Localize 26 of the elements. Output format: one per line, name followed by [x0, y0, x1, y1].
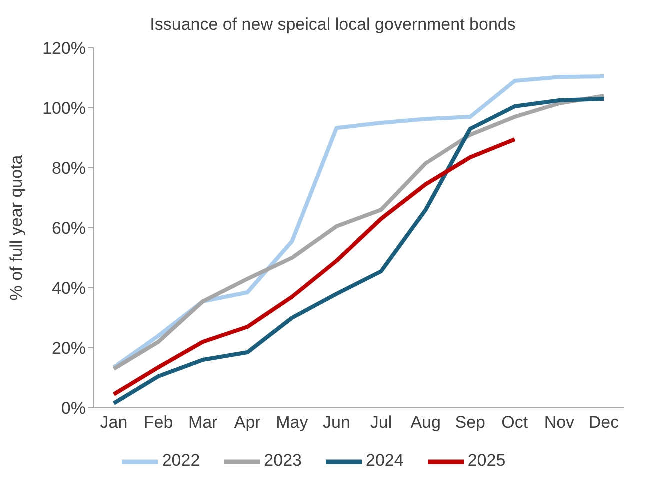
x-tick-label: Jan — [100, 413, 128, 432]
y-tick-label: 100% — [42, 99, 86, 118]
y-tick-label: 0% — [61, 399, 86, 418]
x-tick-label: May — [276, 413, 309, 432]
legend-label: 2024 — [366, 451, 404, 470]
x-tick-label: Dec — [588, 413, 620, 432]
y-tick-label: 120% — [42, 39, 86, 58]
legend-label: 2025 — [468, 451, 506, 470]
legend-label: 2022 — [162, 451, 200, 470]
x-tick-label: Feb — [144, 413, 174, 432]
y-tick-label: 40% — [52, 279, 86, 298]
y-axis-title: % of full year quota — [7, 154, 26, 301]
legend-label: 2023 — [264, 451, 302, 470]
x-tick-label: Jul — [370, 413, 392, 432]
y-tick-label: 20% — [52, 339, 86, 358]
x-tick-label: Mar — [188, 413, 218, 432]
x-tick-label: Oct — [502, 413, 528, 432]
y-tick-label: 60% — [52, 219, 86, 238]
x-tick-label: Nov — [544, 413, 576, 432]
x-tick-label: Sep — [455, 413, 486, 432]
y-tick-label: 80% — [52, 159, 86, 178]
x-tick-label: Aug — [410, 413, 441, 432]
line-series — [112, 138, 517, 396]
chart-title: Issuance of new speical local government bonds — [150, 15, 516, 34]
x-tick-label: Apr — [234, 413, 262, 432]
x-tick-label: Jun — [323, 413, 350, 432]
